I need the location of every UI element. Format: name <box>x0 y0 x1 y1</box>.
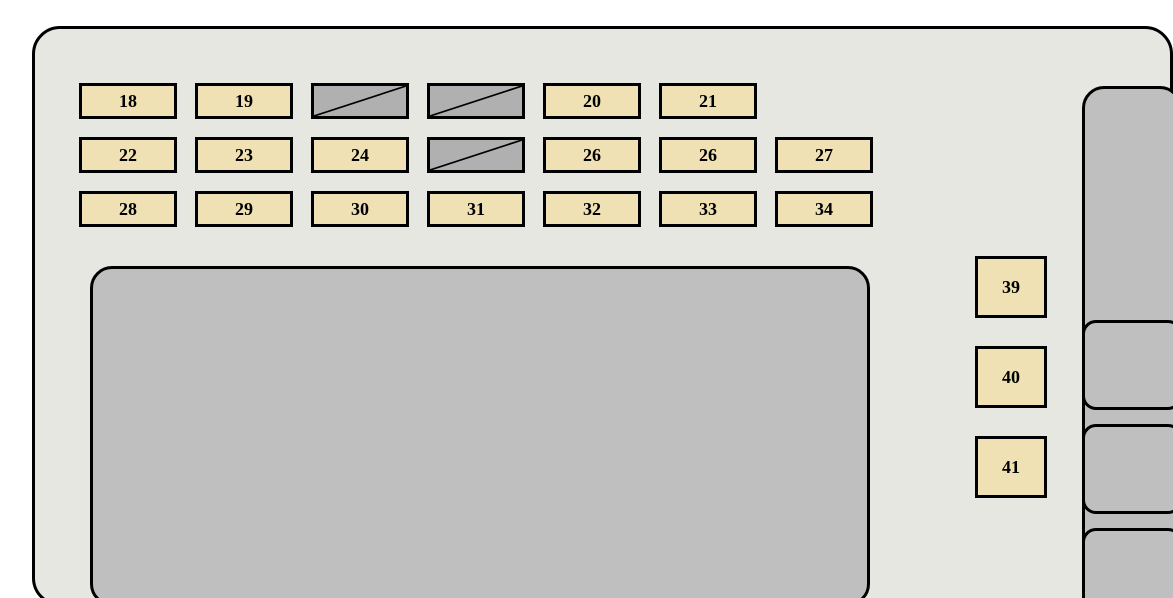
fuse-28: 28 <box>79 191 177 227</box>
fuse-label: 19 <box>235 92 253 110</box>
fuse-label: 33 <box>699 200 717 218</box>
fuse-22: 22 <box>79 137 177 173</box>
fuse-label: 26 <box>699 146 717 164</box>
fuse-31: 31 <box>427 191 525 227</box>
fuse-40: 40 <box>975 346 1047 408</box>
fuse-label: 34 <box>815 200 833 218</box>
fuse-34: 34 <box>775 191 873 227</box>
side-block-1 <box>1082 320 1173 410</box>
fuse-blank-r1c3 <box>427 137 525 173</box>
fuse-26: 26 <box>659 137 757 173</box>
fuse-label: 23 <box>235 146 253 164</box>
fuse-label: 39 <box>1002 278 1020 296</box>
fuse-20: 20 <box>543 83 641 119</box>
fuse-label: 40 <box>1002 368 1020 386</box>
fuse-label: 41 <box>1002 458 1020 476</box>
inner-recess-panel <box>90 266 870 598</box>
fuse-label: 24 <box>351 146 369 164</box>
fuse-33: 33 <box>659 191 757 227</box>
fuse-32: 32 <box>543 191 641 227</box>
fuse-26: 26 <box>543 137 641 173</box>
fuse-blank-r0c2 <box>311 83 409 119</box>
fuse-label: 21 <box>699 92 717 110</box>
fuse-29: 29 <box>195 191 293 227</box>
fuse-39: 39 <box>975 256 1047 318</box>
fuse-label: 27 <box>815 146 833 164</box>
fuse-label: 26 <box>583 146 601 164</box>
fuse-27: 27 <box>775 137 873 173</box>
fuse-19: 19 <box>195 83 293 119</box>
fuse-18: 18 <box>79 83 177 119</box>
fuse-label: 30 <box>351 200 369 218</box>
fuse-label: 18 <box>119 92 137 110</box>
fuse-label: 28 <box>119 200 137 218</box>
fuse-label: 22 <box>119 146 137 164</box>
fuse-30: 30 <box>311 191 409 227</box>
fuse-41: 41 <box>975 436 1047 498</box>
fuse-label: 29 <box>235 200 253 218</box>
fuse-23: 23 <box>195 137 293 173</box>
fuse-label: 20 <box>583 92 601 110</box>
fuse-label: 31 <box>467 200 485 218</box>
fuse-label: 32 <box>583 200 601 218</box>
fuse-21: 21 <box>659 83 757 119</box>
side-block-2 <box>1082 424 1173 514</box>
fuse-blank-r0c3 <box>427 83 525 119</box>
fuse-box-diagram: 18 19 20 21 22 23 24 26 26 27 28 29 30 31 32 33 34 39 40 41 <box>0 0 1173 598</box>
side-block-3 <box>1082 528 1173 598</box>
fuse-24: 24 <box>311 137 409 173</box>
